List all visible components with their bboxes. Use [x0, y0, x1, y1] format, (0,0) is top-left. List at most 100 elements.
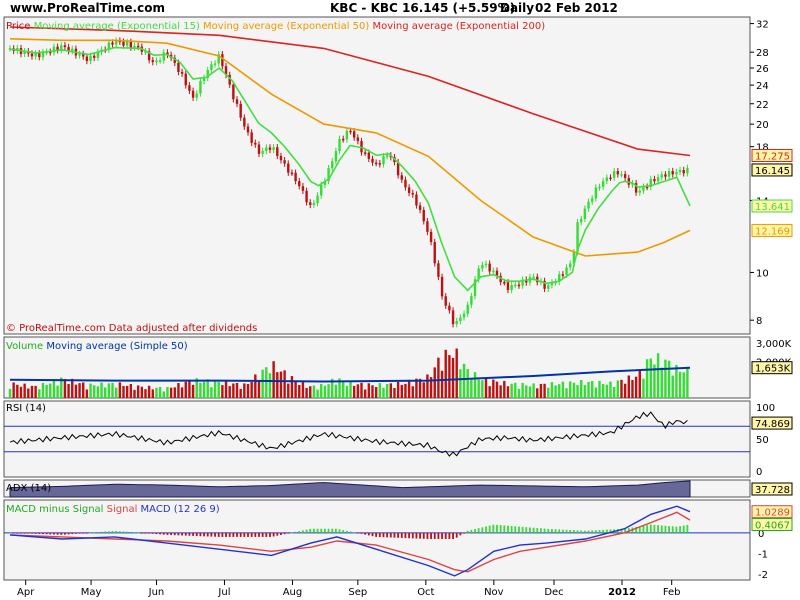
candle-body [232, 84, 235, 100]
macd-hist-bar [269, 532, 271, 537]
price-tick-label: 32 [756, 20, 769, 31]
candle-body [415, 194, 418, 206]
volume-bar [30, 385, 34, 398]
macd-hist-bar [466, 530, 469, 533]
volume-bar [521, 382, 524, 398]
candle-body [525, 279, 528, 283]
candle-body [235, 99, 239, 104]
candle-body [67, 47, 70, 52]
volume-bar [210, 387, 213, 398]
candle-body [301, 186, 305, 191]
macd-hist-value-box [751, 517, 793, 531]
macd-hist-bar [203, 532, 205, 537]
candle-body [616, 171, 620, 175]
macd-hist-bar [38, 532, 41, 534]
macd-hist-bar [107, 531, 110, 533]
macd-legend-item: MACD minus Signal [6, 504, 107, 515]
chart-header: www.ProRealTime.com KBC - KBC 16.145 (+5… [0, 0, 800, 17]
macd-hist-bar [327, 528, 330, 533]
macd-hist-bar [448, 532, 451, 539]
macd-hist-bar [78, 532, 81, 534]
macd-hist-bar [349, 531, 352, 533]
volume-bar [191, 384, 195, 398]
macd-hist-bar [364, 532, 367, 535]
volume-bar [323, 385, 327, 398]
site-name[interactable]: www.ProRealTime.com [10, 1, 165, 15]
volume-bar [569, 381, 572, 398]
volume-bar [374, 387, 378, 398]
candle-body [125, 41, 129, 46]
volume-bar [60, 377, 63, 398]
macd-hist-bar [561, 529, 564, 533]
volume-bar [213, 380, 217, 398]
macd-hist-bar [247, 532, 249, 537]
volume-bar [594, 387, 598, 398]
candle-body [345, 130, 349, 140]
macd-hist-bar [192, 532, 194, 536]
candle-body [437, 263, 440, 277]
macd-hist-bar [591, 530, 594, 533]
macd-hist-bar [411, 532, 414, 539]
candle-body [477, 268, 480, 280]
volume-bar [82, 382, 85, 398]
macd-hist-bar [283, 532, 286, 535]
rsi-value-box [751, 416, 793, 430]
ema200-line [9, 26, 691, 157]
volume-bar [217, 381, 220, 398]
volume-bar [393, 388, 396, 398]
macd-hist-bar [49, 532, 52, 535]
price-value-box [751, 163, 793, 177]
volume-bar [455, 348, 458, 398]
volume-bar [367, 383, 371, 398]
instrument-title: KBC - KBC [330, 1, 398, 15]
macd-hist-bar [646, 525, 649, 533]
macd-hist-bar [258, 532, 260, 537]
volume-bar [19, 386, 23, 398]
volume-bar [342, 380, 345, 398]
macd-hist-bar [206, 532, 209, 537]
x-tick-label: Apr [17, 587, 35, 598]
volume-bar [565, 388, 568, 398]
volume-bar [583, 385, 587, 398]
candle-body [682, 169, 685, 174]
volume-bar [536, 388, 539, 398]
volume-bar [528, 386, 532, 398]
volume-bar [671, 375, 674, 398]
candle-body [279, 155, 283, 161]
volume-bar [572, 382, 576, 398]
macd-hist-bar [313, 528, 315, 533]
macd-hist-bar [499, 525, 502, 533]
volume-bar [246, 384, 250, 398]
volume-bar [580, 379, 583, 398]
macd-hist-bar [184, 532, 187, 536]
macd-hist-bar [323, 528, 326, 533]
volume-bar [634, 376, 638, 398]
volume-bar [221, 385, 224, 398]
volume-bar [426, 374, 429, 398]
candle-body [400, 175, 403, 180]
candle-body [532, 276, 535, 279]
macd-hist-bar [444, 532, 447, 539]
macd-hist-bar [122, 531, 125, 533]
macd-hist-bar [415, 532, 418, 539]
candle-body [107, 42, 111, 50]
volume-bar [177, 383, 180, 398]
rsi-line [9, 411, 688, 457]
chart-date: 02 Feb 2012 [535, 1, 618, 15]
macd-hist-bar [507, 525, 509, 533]
candle-body [675, 171, 678, 175]
candle-body [82, 54, 85, 57]
volume-bar [151, 389, 154, 398]
macd-legend-item: Signal [107, 504, 141, 515]
volume-bar [195, 378, 198, 398]
macd-hist-bar [569, 529, 572, 533]
macd-hist-bar [9, 532, 11, 534]
candle-body [338, 138, 341, 152]
rsi-tick-label: 50 [756, 435, 769, 446]
volume-bar [327, 384, 330, 398]
candle-body [180, 71, 184, 74]
candle-body [71, 48, 74, 52]
volume-bar [254, 374, 257, 398]
x-tick-label: Jun [148, 587, 165, 598]
ema200-value: 17.275 [755, 151, 790, 162]
